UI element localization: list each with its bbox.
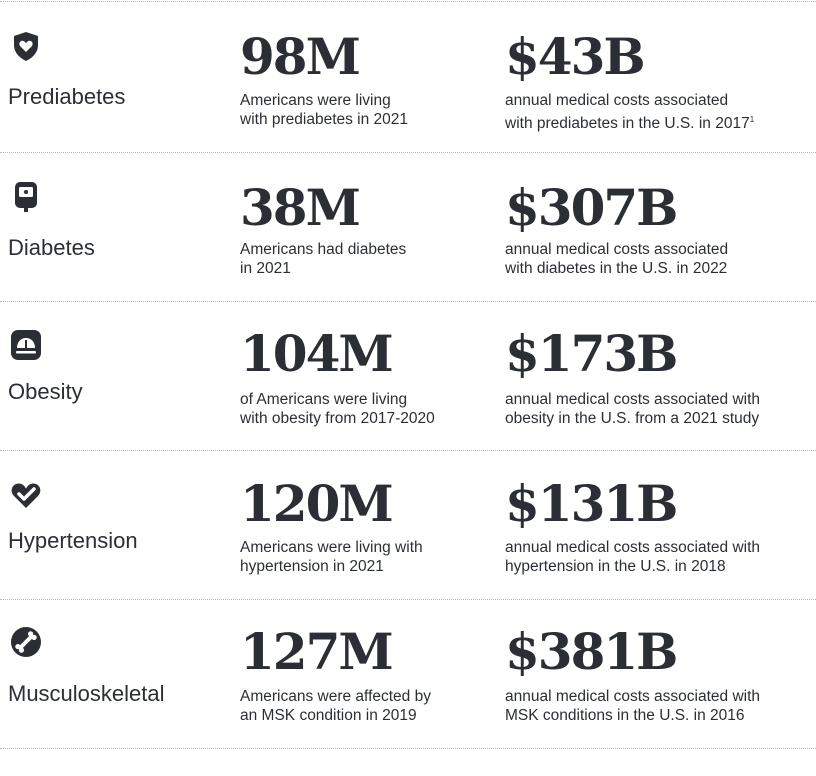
cost-description-line: with prediabetes in the U.S. in 20171: [505, 110, 754, 133]
cost-description-line: annual medical costs associated with: [505, 688, 761, 705]
cost-description-line: hypertension in the U.S. in 2018: [505, 558, 726, 575]
people-description-line: with obesity from 2017-2020: [240, 410, 435, 427]
cost-description-line: annual medical costs associated: [505, 241, 729, 258]
people-description-line: in 2021: [240, 260, 291, 277]
glucose-meter-icon: [10, 181, 42, 213]
cost-description-line: annual medical costs associated with: [505, 539, 761, 556]
cost-description-line: obesity in the U.S. from a 2021 study: [505, 410, 760, 427]
divider: [0, 748, 816, 749]
divider: [0, 152, 816, 153]
row-hypertension: Hypertension 120M Americans were living …: [0, 479, 816, 629]
people-description-line: Americans had diabetes: [240, 241, 407, 258]
condition-label: Hypertension: [8, 528, 138, 553]
row-obesity: Obesity 104M of Americans were living wi…: [0, 329, 816, 479]
heart-check-icon: [10, 479, 42, 511]
people-description-line: hypertension in 2021: [240, 558, 384, 575]
people-description-line: Americans were affected by: [240, 688, 431, 705]
heart-shield-icon: [10, 30, 42, 62]
people-description: of Americans were living with obesity fr…: [240, 390, 435, 428]
people-description-line: with prediabetes in 2021: [240, 111, 409, 128]
people-description: Americans had diabetes in 2021: [240, 240, 406, 278]
people-description-line: Americans were living with: [240, 539, 423, 556]
cost-stat: $43B: [505, 27, 646, 86]
cost-stat: $381B: [505, 622, 678, 681]
cost-stat: $307B: [505, 178, 678, 237]
people-stat: 104M: [240, 324, 394, 383]
bone-icon: [10, 626, 42, 658]
row-prediabetes: Prediabetes 98M Americans were living wi…: [0, 30, 816, 180]
cost-description: annual medical costs associated with dia…: [505, 240, 728, 278]
cost-stat: $131B: [505, 474, 678, 533]
divider: [0, 450, 816, 451]
people-stat: 38M: [240, 178, 361, 237]
divider: [0, 1, 816, 2]
people-stat: 98M: [240, 27, 361, 86]
cost-description-line: annual medical costs associated with: [505, 391, 761, 408]
condition-label: Diabetes: [8, 235, 95, 260]
condition-label: Prediabetes: [8, 84, 126, 109]
people-description: Americans were living with hypertension …: [240, 538, 423, 576]
row-diabetes: Diabetes 38M Americans had diabetes in 2…: [0, 181, 816, 331]
people-description-line: Americans were living: [240, 92, 391, 109]
condition-label: Musculoskeletal: [8, 681, 165, 706]
divider: [0, 599, 816, 600]
people-description: Americans were affected by an MSK condit…: [240, 687, 431, 725]
row-musculoskeletal: Musculoskeletal 127M Americans were affe…: [0, 626, 816, 776]
cost-description-text: with prediabetes in the U.S. in 2017: [505, 115, 750, 133]
cost-description: annual medical costs associated with hyp…: [505, 538, 760, 576]
cost-description: annual medical costs associated with MSK…: [505, 687, 760, 725]
people-description-line: of Americans were living: [240, 391, 408, 408]
cost-description-line: with diabetes in the U.S. in 2022: [505, 260, 728, 277]
people-description: Americans were living with prediabetes i…: [240, 91, 408, 129]
cost-description-line: annual medical costs associated: [505, 92, 729, 109]
people-stat: 127M: [240, 622, 394, 681]
cost-description-line: MSK conditions in the U.S. in 2016: [505, 707, 745, 724]
footnote-marker: 1: [749, 115, 755, 124]
people-description-line: an MSK condition in 2019: [240, 707, 417, 724]
people-stat: 120M: [240, 474, 394, 533]
scale-icon: [10, 329, 42, 361]
cost-description: annual medical costs associated with pre…: [505, 91, 754, 133]
cost-description: annual medical costs associated with obe…: [505, 390, 760, 428]
cost-stat: $173B: [505, 324, 678, 383]
condition-label: Obesity: [8, 379, 83, 404]
divider: [0, 301, 816, 302]
